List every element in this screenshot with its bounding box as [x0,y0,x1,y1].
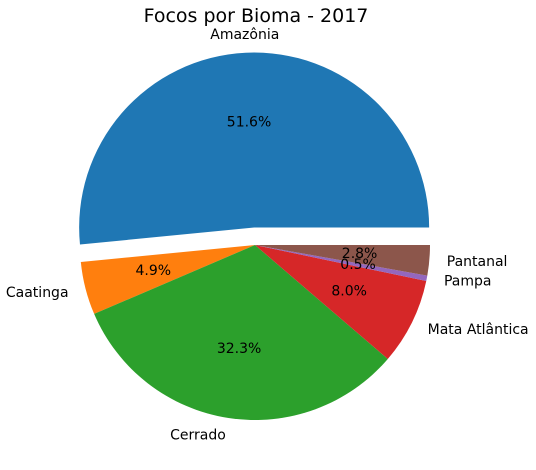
slice-label-pantanal: Pantanal [447,254,508,270]
pct-label-caatinga: 4.9% [136,263,172,279]
pie-slice-mata-atlantica [255,245,427,359]
pie-slice-pantanal [255,245,430,276]
pie-slice-amazonia [79,52,430,245]
pie-labels: Amazônia 51.6% Caatinga 4.9% Cerrado 32.3% Mat… [6,27,529,443]
pie-slice-cerrado [94,245,388,421]
slice-label-caatinga: Caatinga [6,285,69,301]
slice-label-amazonia: Amazônia [210,27,279,43]
pct-label-amazonia: 51.6% [227,115,271,131]
chart-title: Focos por Bioma - 2017 [144,5,369,27]
pie-slices [79,52,430,421]
pie-slice-pampa [255,245,428,281]
slice-label-pampa: Pampa [444,274,492,290]
pct-label-pampa: 0.5% [340,257,376,273]
pct-label-cerrado: 32.3% [217,341,261,357]
pie-slice-caatinga [80,245,255,314]
slice-label-cerrado: Cerrado [170,427,226,443]
slice-label-mata-atlantica: Mata Atlântica [428,322,529,338]
pct-label-mata-atlantica: 8.0% [331,283,367,299]
pct-label-pantanal: 2.8% [342,246,378,262]
